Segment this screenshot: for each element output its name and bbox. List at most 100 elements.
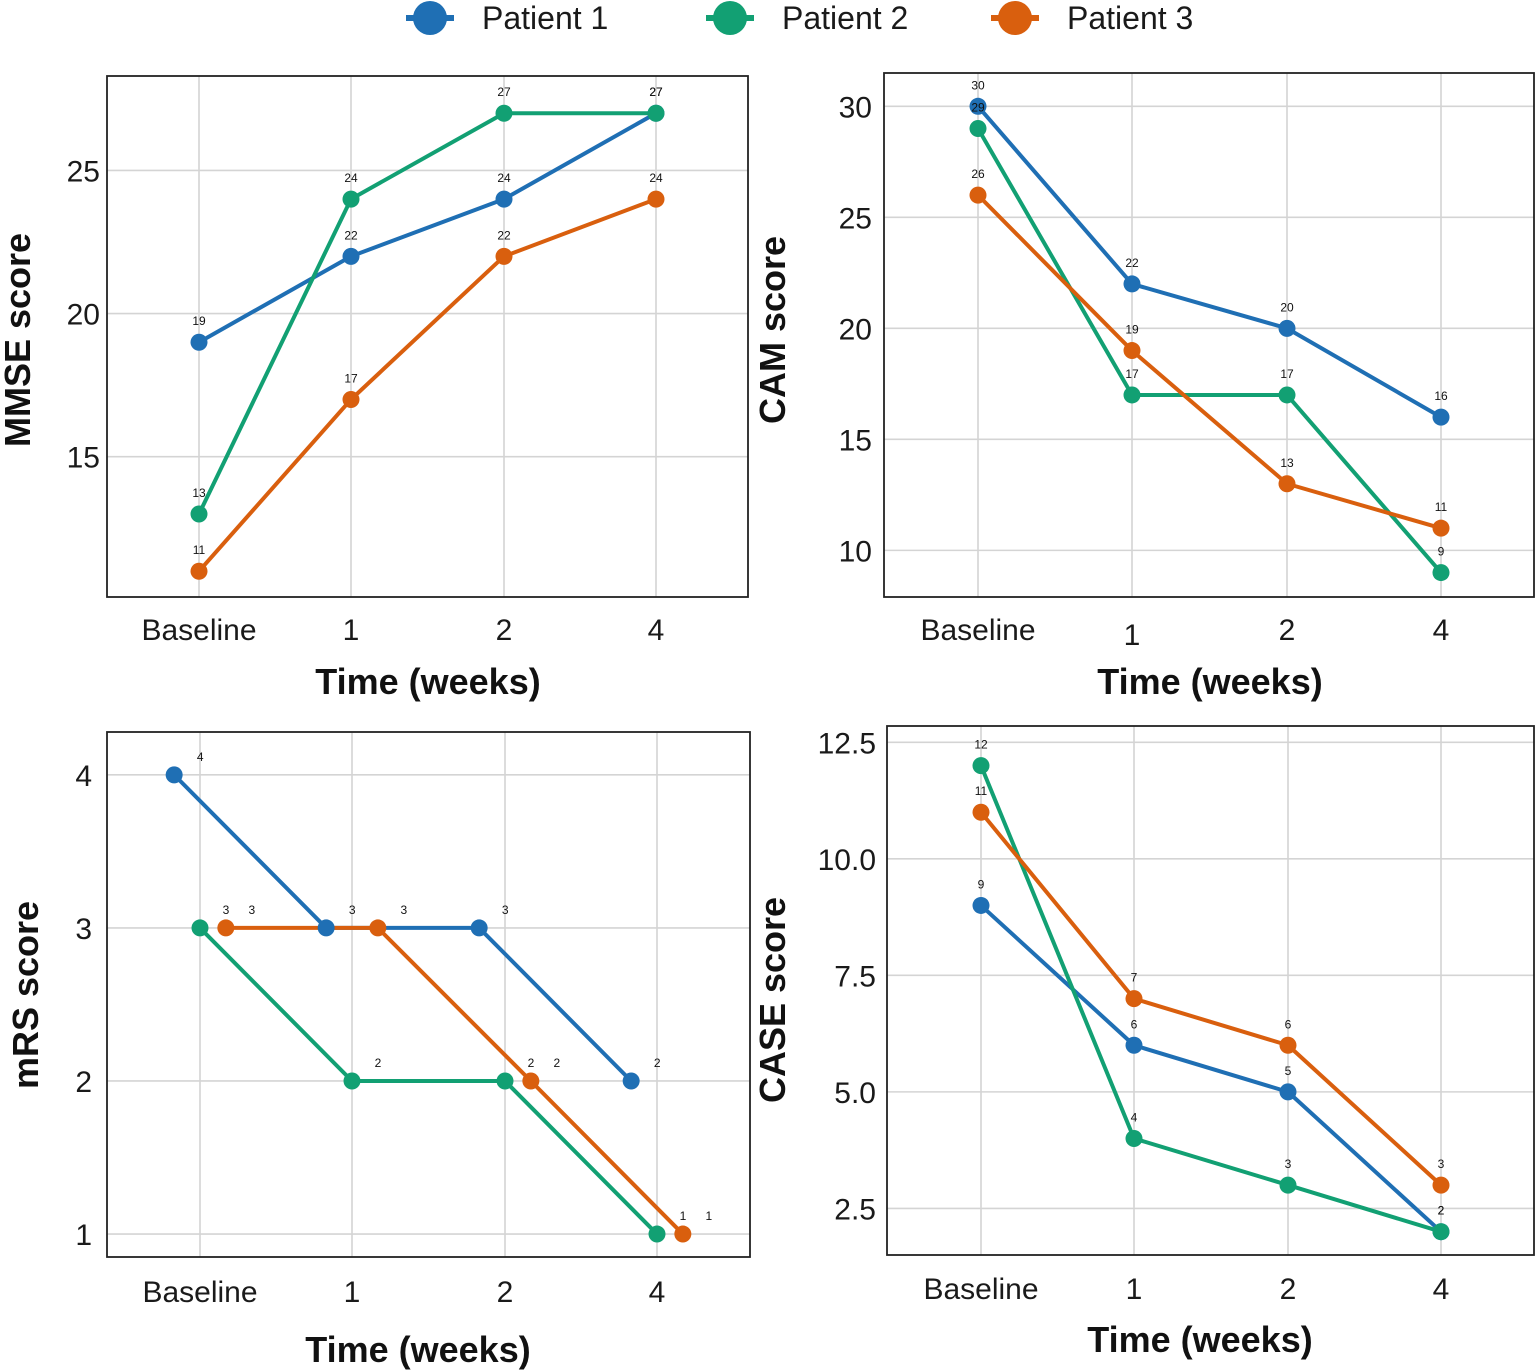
- data-point-patient-2: [495, 104, 513, 122]
- data-point-patient-3: [1432, 519, 1450, 537]
- data-label-patient-1: 2: [654, 1056, 661, 1070]
- data-label-patient-2: 3: [223, 903, 230, 917]
- y-axis-title: mRS score: [5, 901, 46, 1089]
- series-line-patient-1: [979, 903, 1443, 1234]
- legend-marker-patient-1: [413, 1, 447, 35]
- x-tick-label: 4: [1433, 614, 1450, 647]
- data-point-patient-2: [648, 1225, 666, 1243]
- y-tick-label: 25: [67, 155, 100, 188]
- x-axis-title: Time (weeks): [1087, 1319, 1312, 1360]
- data-point-patient-3: [969, 186, 987, 204]
- series-line-patient-2: [198, 925, 659, 1237]
- data-point-patient-2: [191, 919, 209, 937]
- legend-item-patient-3: Patient 3: [991, 0, 1193, 36]
- data-point-patient-1: [1125, 1036, 1143, 1054]
- data-label-patient-2: 12: [974, 738, 988, 752]
- data-label-patient-1: 19: [192, 314, 206, 328]
- data-label-patient-2: 9: [1438, 545, 1445, 559]
- grid: [887, 726, 1534, 1255]
- data-label-patient-3: 13: [1280, 456, 1294, 470]
- y-tick-label: 4: [75, 760, 92, 793]
- legend-item-patient-2: Patient 2: [706, 0, 908, 36]
- data-point-patient-2: [342, 190, 360, 208]
- grid: [884, 73, 1534, 597]
- data-label-patient-2: 4: [1131, 1110, 1138, 1124]
- x-tick-label: Baseline: [920, 614, 1035, 647]
- data-point-patient-2: [647, 104, 665, 122]
- grid: [107, 732, 750, 1257]
- plot-area-border: [886, 725, 1535, 1256]
- data-point-patient-2: [1278, 386, 1296, 404]
- data-label-patient-1: 30: [971, 78, 985, 92]
- x-tick-label: 2: [1280, 1273, 1297, 1306]
- data-label-patient-3: 19: [1125, 323, 1139, 337]
- data-label-patient-2: 27: [649, 85, 663, 99]
- data-label-patient-3: 11: [1435, 500, 1448, 514]
- data-label-patient-3: 11: [193, 543, 206, 557]
- data-point-patient-3: [674, 1225, 692, 1243]
- cam-panel: 10 15 20 25 30 Baseline 1 2 4 Time (weeks) CAM sco…: [752, 72, 1535, 702]
- y-tick-label: 10: [839, 535, 872, 568]
- series-line-patient-3: [976, 193, 1443, 531]
- legend-marker-patient-2: [713, 1, 747, 35]
- x-tick-label: 1: [1124, 619, 1141, 652]
- x-tick-label: 1: [343, 614, 360, 647]
- data-label-patient-2: 2: [528, 1056, 535, 1070]
- data-point-patient-3: [1432, 1176, 1450, 1194]
- data-point-patient-3: [342, 390, 360, 408]
- x-tick-label: Baseline: [923, 1273, 1038, 1306]
- data-point-patient-3: [647, 190, 665, 208]
- series-line-patient-1: [172, 772, 634, 1083]
- data-point-patient-2: [190, 505, 208, 523]
- series-line-patient-1: [197, 111, 658, 345]
- data-label-patient-1: 9: [978, 877, 985, 891]
- y-axis-title: MMSE score: [0, 233, 38, 447]
- data-label-patient-2: 2: [1438, 1204, 1445, 1218]
- data-point-patient-3: [1125, 990, 1143, 1008]
- plot-area-border: [106, 75, 749, 598]
- legend-label-patient-1: Patient 1: [482, 0, 608, 36]
- x-tick-label: 2: [497, 1276, 514, 1309]
- data-point-patient-1: [1432, 408, 1450, 426]
- x-axis-title: Time (weeks): [315, 661, 540, 702]
- data-point-patient-2: [1432, 564, 1450, 582]
- data-point-patient-2: [972, 757, 990, 775]
- y-tick-label: 7.5: [834, 960, 876, 993]
- y-tick-label: 5.0: [834, 1077, 876, 1110]
- y-tick-label: 15: [67, 442, 100, 475]
- y-tick-label: 2.5: [834, 1193, 876, 1226]
- data-point-patient-1: [1278, 319, 1296, 337]
- data-point-patient-2: [343, 1072, 361, 1090]
- x-axis-title: Time (weeks): [1097, 661, 1322, 702]
- data-point-patient-1: [1279, 1083, 1297, 1101]
- data-point-patient-2: [1279, 1176, 1297, 1194]
- data-label-patient-2: 13: [192, 486, 206, 500]
- y-tick-label: 30: [839, 91, 872, 124]
- x-tick-label: Baseline: [142, 1276, 257, 1309]
- legend-label-patient-3: Patient 3: [1067, 0, 1193, 36]
- x-tick-label: 1: [344, 1276, 361, 1309]
- data-label-patient-1: 16: [1434, 389, 1448, 403]
- plot-area-border: [106, 731, 751, 1258]
- data-label-patient-2: 3: [1285, 1157, 1292, 1171]
- data-label-patient-3: 7: [1131, 971, 1138, 985]
- data-point-patient-2: [1123, 386, 1141, 404]
- legend-label-patient-2: Patient 2: [782, 0, 908, 36]
- data-point-patient-3: [972, 803, 990, 821]
- plot-area-border: [883, 72, 1535, 598]
- data-label-patient-1: 24: [497, 171, 511, 185]
- series-line-patient-3: [223, 925, 685, 1237]
- data-label-patient-1: 22: [1125, 256, 1139, 270]
- data-label-patient-1: 4: [197, 750, 204, 764]
- series-line-patient-2: [979, 763, 1443, 1234]
- series-line-patient-3: [979, 810, 1443, 1188]
- data-point-patient-3: [217, 919, 235, 937]
- data-label-patient-2: 17: [1280, 367, 1294, 381]
- data-label-patient-1: 5: [1285, 1064, 1292, 1078]
- x-tick-label: Baseline: [141, 614, 256, 647]
- x-tick-label: 4: [649, 1276, 666, 1309]
- data-label-patient-3: 11: [975, 784, 988, 798]
- series-line-patient-2: [197, 111, 658, 516]
- data-label-patient-1: 22: [344, 228, 358, 242]
